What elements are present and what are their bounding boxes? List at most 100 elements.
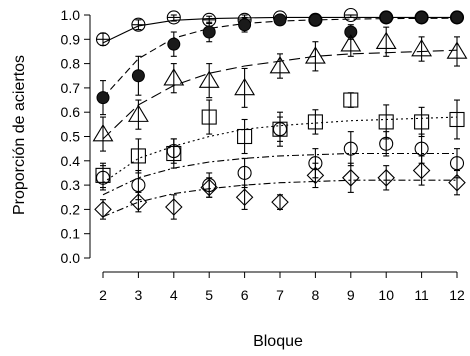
series-4-point bbox=[166, 145, 182, 162]
series-6-error-bar bbox=[135, 191, 142, 213]
series-3-point bbox=[411, 38, 433, 57]
y-axis-title: Proporción de aciertos bbox=[11, 55, 28, 215]
x-tick-label: 10 bbox=[378, 287, 394, 303]
series-3-point bbox=[92, 124, 114, 142]
y-tick-label: 0.0 bbox=[61, 250, 81, 266]
series-6-point bbox=[200, 178, 218, 197]
y-tick-label: 0.8 bbox=[61, 56, 81, 72]
plot-area bbox=[92, 7, 468, 220]
series-5-point bbox=[166, 144, 181, 159]
series-6-error-bar bbox=[100, 199, 106, 220]
x-tick-label: 9 bbox=[347, 287, 355, 303]
series-2-point bbox=[202, 25, 216, 39]
series-4-error-bar bbox=[312, 109, 319, 135]
series-5-point bbox=[131, 178, 146, 193]
series-6-point bbox=[129, 193, 148, 211]
series-5-point bbox=[237, 165, 252, 180]
series-6-error-bar bbox=[347, 162, 354, 193]
series-4-error-bar bbox=[454, 99, 460, 140]
x-tick-label: 8 bbox=[312, 287, 320, 303]
series-6-point bbox=[235, 188, 254, 207]
y-tick-label: 0.7 bbox=[61, 80, 81, 96]
series-6-error-bar bbox=[418, 155, 425, 186]
series-2-point bbox=[273, 13, 287, 27]
series-3-error-bar bbox=[206, 63, 213, 99]
series-6-point bbox=[165, 198, 183, 216]
x-axis: 2 3 4 5 6 7 8 9 10 11 12 bbox=[99, 271, 465, 303]
series-2-point bbox=[308, 13, 322, 27]
series-6-point bbox=[448, 173, 466, 192]
x-tick-label: 3 bbox=[135, 287, 143, 303]
series-5-point bbox=[379, 136, 394, 151]
series-1-point bbox=[166, 10, 181, 25]
series-4-error-bar bbox=[206, 99, 213, 135]
series-3-point bbox=[163, 68, 185, 86]
series-6-error-bar bbox=[206, 177, 213, 198]
series-4-point bbox=[130, 148, 146, 164]
y-tick-label: 0.4 bbox=[61, 153, 81, 169]
series-5-point bbox=[308, 156, 323, 171]
series-5-point bbox=[414, 141, 429, 156]
series-1-point bbox=[131, 17, 146, 32]
series-2-point bbox=[344, 25, 358, 39]
series-4-point bbox=[237, 128, 253, 145]
series-4-point bbox=[378, 114, 394, 130]
x-tick-label: 4 bbox=[170, 287, 178, 303]
series-6-point bbox=[342, 169, 360, 187]
x-axis-title: Bloque bbox=[253, 333, 303, 350]
y-tick-label: 0.5 bbox=[61, 129, 81, 145]
series-2-point bbox=[167, 37, 181, 51]
x-tick-label: 6 bbox=[241, 287, 249, 303]
x-tick-label: 11 bbox=[414, 287, 429, 303]
x-tick-label: 12 bbox=[449, 287, 465, 303]
series-5-error-bar bbox=[170, 138, 177, 164]
series-5-point bbox=[202, 178, 217, 193]
series-6-fit-line bbox=[102, 179, 457, 218]
series-4-point bbox=[414, 114, 430, 130]
series-1-error-bar bbox=[170, 14, 177, 22]
y-tick-label: 1.0 bbox=[61, 7, 81, 23]
y-tick-label: 0.2 bbox=[61, 201, 81, 217]
series-3-point bbox=[269, 55, 291, 74]
series-3-error-bar bbox=[100, 116, 106, 152]
series-3-point bbox=[127, 104, 149, 122]
series-5-point bbox=[343, 141, 358, 156]
series-4-point bbox=[95, 167, 111, 183]
series-5-fit-line bbox=[102, 152, 457, 196]
y-tick-label: 0.9 bbox=[61, 31, 81, 47]
x-tick-label: 5 bbox=[205, 287, 213, 303]
series-2-point bbox=[96, 91, 110, 105]
series-3-point bbox=[198, 70, 220, 88]
y-tick-label: 0.3 bbox=[61, 177, 81, 193]
series-3-point bbox=[446, 41, 468, 59]
series-4-error-bar bbox=[241, 118, 248, 155]
series-6-point bbox=[94, 200, 112, 219]
x-tick-label: 7 bbox=[276, 287, 284, 303]
series-2-point bbox=[415, 10, 429, 24]
series-2-point bbox=[450, 10, 464, 24]
series-3-point bbox=[340, 34, 362, 52]
series-3-point bbox=[304, 46, 326, 64]
series-3-error-bar bbox=[241, 67, 248, 108]
series-4-point bbox=[307, 114, 323, 130]
x-tick-label: 2 bbox=[99, 287, 107, 303]
series-5-error-bar bbox=[100, 165, 106, 191]
y-tick-label: 0.1 bbox=[61, 226, 81, 242]
series-5-point bbox=[272, 122, 288, 137]
series-6-point bbox=[306, 166, 325, 185]
series-3-point bbox=[375, 31, 397, 50]
series-5-point bbox=[449, 156, 465, 171]
y-tick-label: 0.6 bbox=[61, 104, 81, 120]
series-5-error-bar bbox=[277, 116, 283, 142]
series-5-point bbox=[95, 170, 111, 185]
series-6-point bbox=[377, 169, 395, 187]
series-1-point bbox=[95, 32, 111, 47]
series-4-point bbox=[449, 111, 465, 128]
series-2-point bbox=[131, 69, 145, 83]
series-5-error-bar bbox=[383, 131, 390, 157]
series-3-point bbox=[234, 77, 256, 96]
series-6-point bbox=[271, 193, 289, 211]
series-1-point bbox=[343, 7, 358, 23]
series-2-point bbox=[238, 18, 252, 32]
